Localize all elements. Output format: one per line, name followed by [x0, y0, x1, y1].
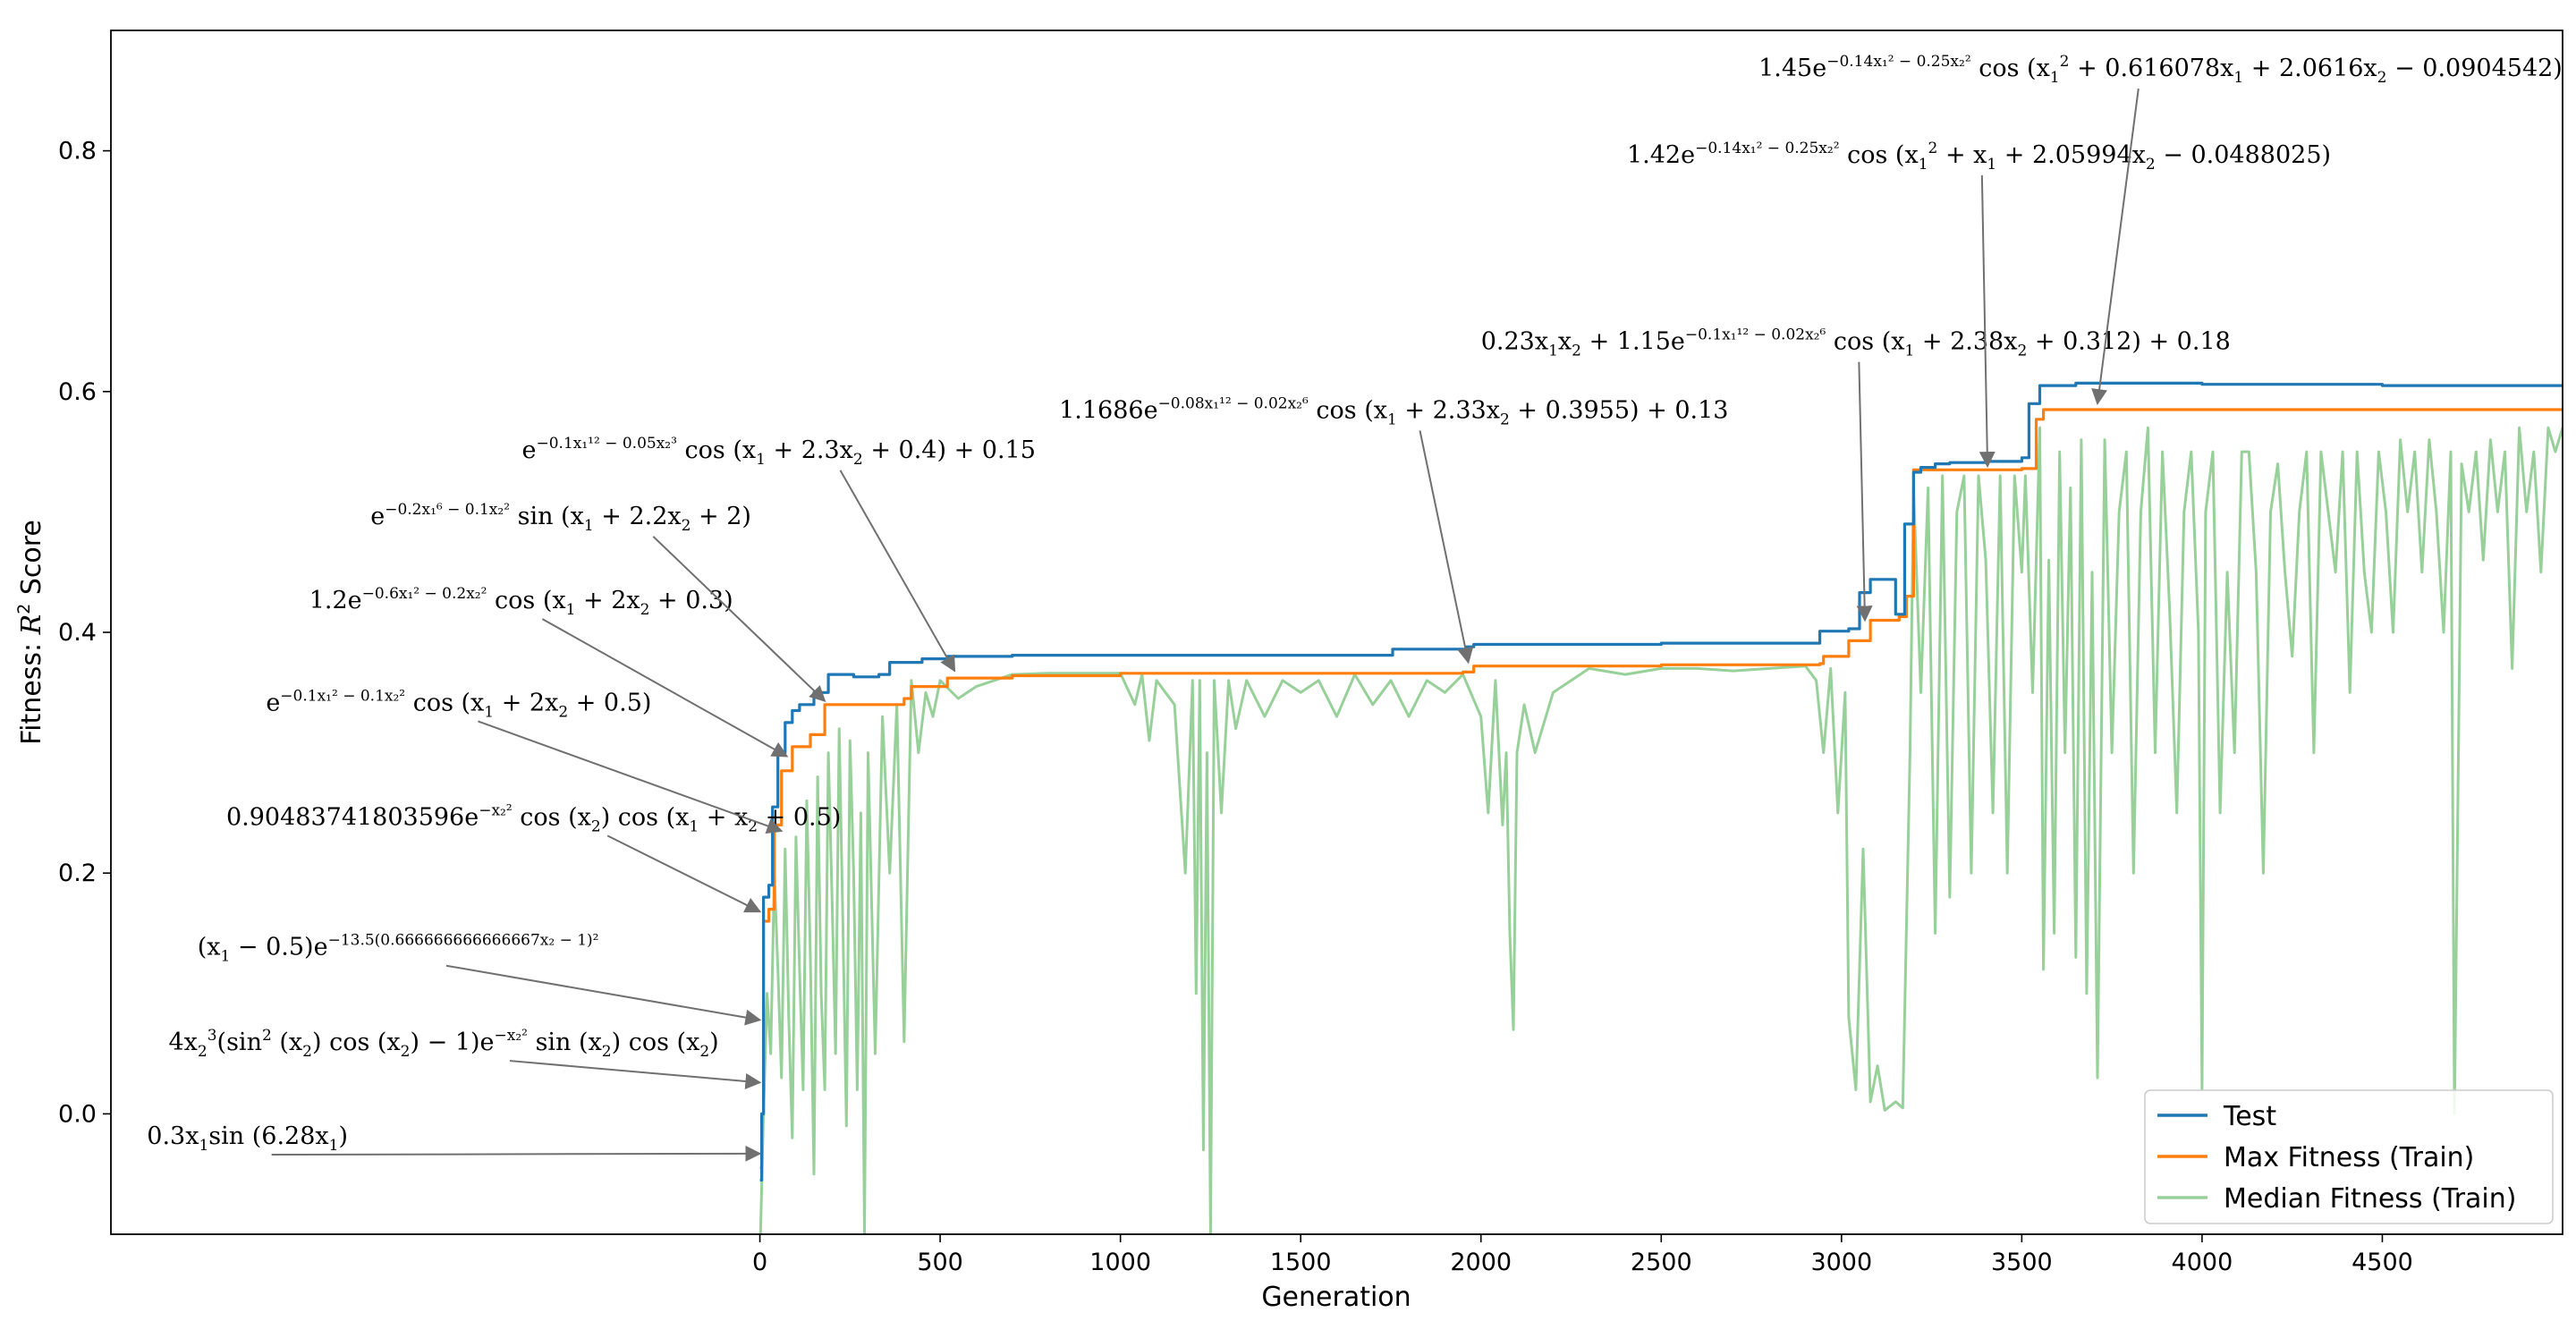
x-tick-label: 500 — [917, 1249, 963, 1276]
formula-text: 1.1686e−0.08x₁¹² − 0.02x₂⁶ cos (x1 + 2.3… — [1059, 394, 1728, 428]
formula-annotation: (x1 − 0.5)e−13.5(0.666666666666667x₂ − 1… — [198, 932, 762, 1026]
formula-annotation: 1.2e−0.6x₁² − 0.2x₂² cos (x1 + 2x2 + 0.3… — [309, 585, 789, 758]
annotation-arrow — [541, 618, 789, 758]
x-tick-label: 1500 — [1270, 1249, 1332, 1276]
y-axis-label: Fitness: R2 Score — [14, 520, 47, 745]
legend-label: Max Fitness (Train) — [2224, 1142, 2474, 1173]
x-tick-label: 0 — [752, 1249, 767, 1276]
y-tick-label: 0.2 — [58, 859, 97, 887]
formula-annotation: e−0.1x₁¹² − 0.05x₂³ cos (x1 + 2.3x2 + 0.… — [522, 435, 1036, 673]
x-tick-label: 4000 — [2172, 1249, 2233, 1276]
annotation-arrow — [478, 720, 784, 834]
legend-label: Median Fitness (Train) — [2224, 1183, 2516, 1215]
legend-box — [2144, 1089, 2554, 1224]
annotation-arrow — [271, 1145, 762, 1162]
formula-text: 0.3x1sin (6.28x1) — [147, 1122, 348, 1155]
formula-text: e−0.1x₁² − 0.1x₂² cos (x1 + 2x2 + 0.5) — [266, 687, 651, 721]
y-tick-label: 0.8 — [58, 138, 97, 165]
formula-annotation: 0.90483741803596e−x₂² cos (x2) cos (x1 +… — [226, 801, 841, 913]
formula-text: 1.45e−0.14x₁² − 0.25x₂² cos (x12 + 0.616… — [1758, 53, 2563, 87]
formula-annotation: 1.45e−0.14x₁² − 0.25x₂² cos (x12 + 0.616… — [1758, 53, 2563, 406]
annotation-arrow — [1856, 361, 1873, 622]
series-line-max-fitness — [759, 408, 2563, 1170]
y-tick-label: 0.4 — [58, 619, 97, 647]
annotation-arrow — [1979, 175, 1996, 469]
annotation-arrow — [652, 536, 826, 702]
x-tick-label: 4500 — [2351, 1249, 2413, 1276]
x-tick-label: 2500 — [1631, 1249, 1692, 1276]
formula-text: e−0.2x₁⁶ − 0.1x₂² sin (x1 + 2.2x2 + 2) — [370, 501, 751, 535]
formula-text: 4x23(sin2 (x2) cos (x2) − 1)e−x₂² sin (x… — [168, 1027, 718, 1061]
formula-text: 0.23x1x2 + 1.15e−0.1x₁¹² − 0.02x₂⁶ cos (… — [1481, 326, 2231, 360]
annotation-arrow — [606, 834, 762, 913]
annotation-arrow — [445, 964, 762, 1026]
x-tick-label: 1000 — [1089, 1249, 1151, 1276]
x-tick-label: 3500 — [1991, 1249, 2053, 1276]
legend: Test Max Fitness (Train) Median Fitness (T… — [2144, 1089, 2554, 1224]
annotation-layer: 0.3x1sin (6.28x1) 4x23(sin2 (x2) cos (x2)… — [147, 53, 2563, 1162]
formula-annotation: 0.3x1sin (6.28x1) — [147, 1122, 762, 1162]
formula-text: 1.2e−0.6x₁² − 0.2x₂² cos (x1 + 2x2 + 0.3… — [309, 585, 733, 619]
annotation-arrow — [2091, 89, 2140, 406]
formula-annotation: 0.23x1x2 + 1.15e−0.1x₁¹² − 0.02x₂⁶ cos (… — [1481, 326, 2231, 622]
x-axis-ticks: 0 500 1000 1500 2000 2500 3000 3500 4000 4500 — [752, 1234, 2413, 1276]
x-axis-label: Generation — [1261, 1282, 1411, 1313]
y-axis-ticks: 0.0 0.2 0.4 0.6 0.8 — [58, 138, 111, 1128]
formula-text: e−0.1x₁¹² − 0.05x₂³ cos (x1 + 2.3x2 + 0.… — [522, 435, 1036, 469]
series-line-test — [759, 381, 2563, 1181]
formula-annotation: e−0.2x₁⁶ − 0.1x₂² sin (x1 + 2.2x2 + 2) — [370, 501, 826, 702]
formula-annotation: 1.42e−0.14x₁² − 0.25x₂² cos (x12 + x1 + … — [1627, 140, 2331, 469]
formula-annotation: 4x23(sin2 (x2) cos (x2) − 1)e−x₂² sin (x… — [168, 1027, 762, 1089]
x-tick-label: 3000 — [1810, 1249, 1872, 1276]
x-tick-label: 2000 — [1450, 1249, 1512, 1276]
formula-annotation: 1.1686e−0.08x₁¹² − 0.02x₂⁶ cos (x1 + 2.3… — [1059, 394, 1728, 665]
formula-annotation: e−0.1x₁² − 0.1x₂² cos (x1 + 2x2 + 0.5) — [266, 687, 784, 834]
annotation-arrow — [509, 1060, 762, 1089]
formula-text: (x1 − 0.5)e−13.5(0.666666666666667x₂ − 1… — [198, 932, 599, 966]
legend-label: Test — [2223, 1101, 2276, 1132]
formula-text: 0.90483741803596e−x₂² cos (x2) cos (x1 +… — [226, 801, 841, 835]
formula-text: 1.42e−0.14x₁² − 0.25x₂² cos (x12 + x1 + … — [1627, 140, 2331, 174]
y-tick-label: 0.6 — [58, 378, 97, 406]
annotation-arrow — [1419, 430, 1474, 665]
y-tick-label: 0.0 — [58, 1100, 97, 1128]
annotation-arrow — [839, 470, 956, 673]
